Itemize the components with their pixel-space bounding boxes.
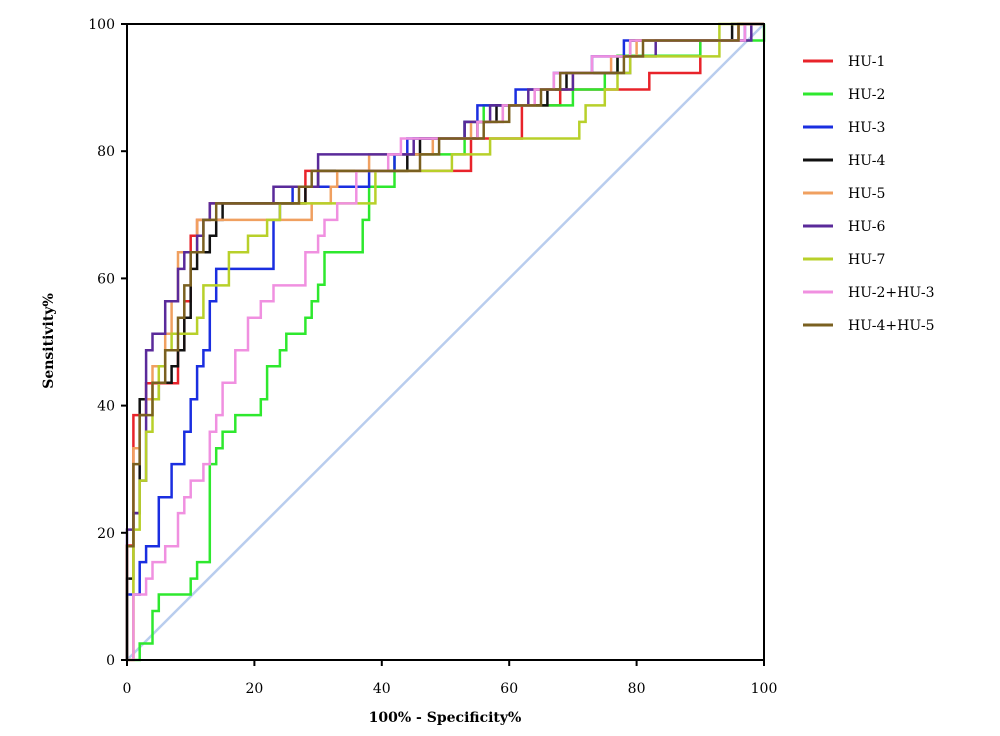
legend: HU-1 HU-2 HU-3 HU-4 HU-5 HU-6 HU-7 HU-2+HU-3 HU-… bbox=[803, 54, 935, 334]
x-tick-label: 100 bbox=[751, 681, 778, 697]
x-axis-title: 100% - Specificity% bbox=[369, 710, 522, 726]
series-line-hu-2-hu-3 bbox=[127, 22, 764, 662]
x-tick-label: 60 bbox=[500, 681, 518, 697]
y-tick-label: 40 bbox=[97, 399, 115, 415]
y-tick-label: 100 bbox=[88, 17, 115, 33]
legend-label: HU-4+HU-5 bbox=[848, 318, 935, 334]
reference-layer bbox=[126, 23, 765, 661]
series-layer bbox=[125, 22, 766, 662]
legend-label: HU-2 bbox=[848, 87, 885, 103]
x-tick-label: 0 bbox=[123, 681, 132, 697]
legend-label: HU-5 bbox=[848, 186, 885, 202]
axis-layer: 0 20 40 60 80 100 0 20 40 60 80 100 bbox=[88, 17, 777, 697]
x-tick-label: 40 bbox=[373, 681, 391, 697]
legend-label: HU-6 bbox=[848, 219, 885, 235]
legend-label: HU-1 bbox=[848, 54, 885, 70]
y-axis-title: Sensitivity% bbox=[41, 293, 57, 389]
y-tick-label: 60 bbox=[97, 271, 115, 287]
legend-label: HU-4 bbox=[848, 153, 885, 169]
x-tick-label: 80 bbox=[628, 681, 646, 697]
y-tick-label: 20 bbox=[97, 526, 115, 542]
legend-label: HU-7 bbox=[848, 252, 885, 268]
legend-label: HU-2+HU-3 bbox=[848, 285, 935, 301]
y-tick-label: 0 bbox=[106, 653, 115, 669]
x-tick-label: 20 bbox=[245, 681, 263, 697]
series-line-hu-4-hu-5 bbox=[125, 22, 764, 660]
reference-diagonal-line bbox=[126, 23, 765, 661]
y-tick-label: 80 bbox=[97, 144, 115, 160]
plot-frame bbox=[126, 23, 765, 661]
legend-label: HU-3 bbox=[848, 120, 885, 136]
series-line-hu-2 bbox=[127, 24, 766, 662]
